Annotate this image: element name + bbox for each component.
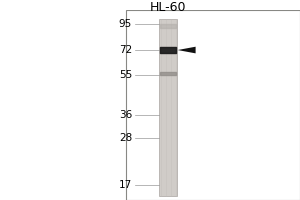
- Text: 28: 28: [119, 133, 132, 143]
- Text: 95: 95: [119, 19, 132, 29]
- Text: HL-60: HL-60: [150, 1, 186, 14]
- Text: 55: 55: [119, 70, 132, 80]
- Bar: [159, 19, 177, 196]
- Polygon shape: [178, 47, 196, 53]
- Bar: [126, 10, 300, 200]
- Text: 17: 17: [119, 180, 132, 190]
- Text: 72: 72: [119, 45, 132, 55]
- Text: 36: 36: [119, 110, 132, 120]
